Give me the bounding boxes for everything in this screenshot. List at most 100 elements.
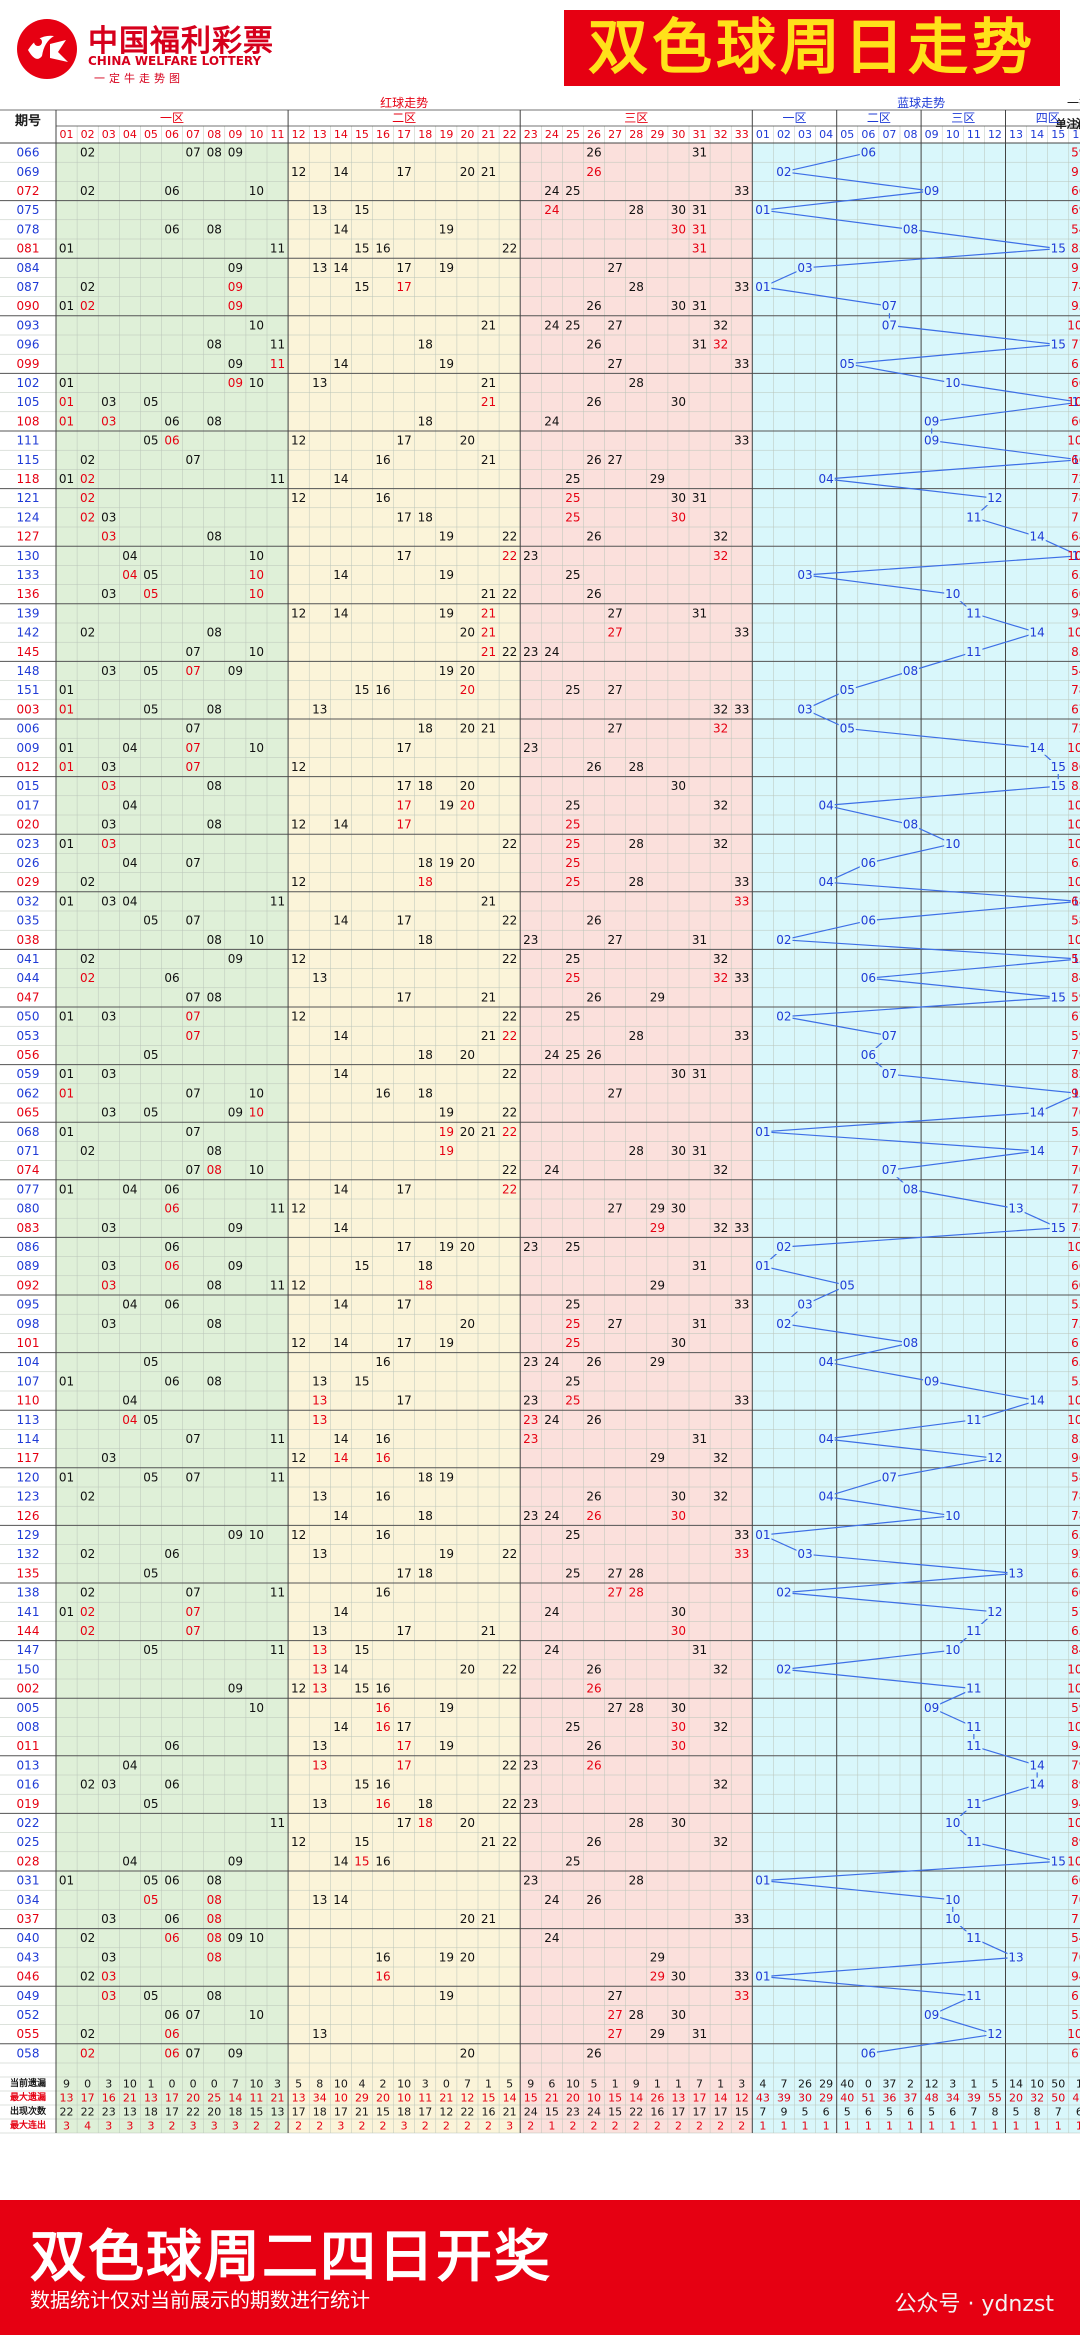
stat-red-value: 12 — [460, 2092, 474, 2105]
red-ball: 10 — [249, 2008, 264, 2022]
blue-ball-bg — [1070, 548, 1080, 563]
red-ball: 03 — [101, 1989, 116, 2003]
issue-number: 142 — [17, 626, 40, 640]
red-ball: 07 — [186, 1605, 201, 1619]
red-ball: 31 — [692, 242, 707, 256]
red-ball: 06 — [164, 184, 179, 198]
red-ball: 08 — [207, 1144, 222, 1158]
red-number-header: 23 — [524, 128, 538, 141]
blue-ball: 02 — [776, 1317, 791, 1331]
red-ball: 27 — [608, 1566, 623, 1580]
blue-ball: 01 — [755, 1259, 770, 1273]
blue-ball: 14 — [1030, 626, 1045, 640]
blue-number-header: 06 — [861, 128, 875, 141]
blue-number-header: 16 — [1072, 128, 1080, 141]
red-ball: 32 — [713, 971, 728, 985]
red-ball: 10 — [249, 376, 264, 390]
red-ball: 17 — [397, 1624, 412, 1638]
red-number-header: 29 — [650, 128, 664, 141]
red-ball: 10 — [249, 587, 264, 601]
stat-blue-value: 1 — [1076, 2120, 1080, 2133]
red-ball: 19 — [439, 1240, 454, 1254]
blue-ball: 11 — [966, 1835, 981, 1849]
red-ball: 12 — [291, 1336, 306, 1350]
red-ball: 33 — [734, 894, 749, 908]
red-ball: 08 — [207, 990, 222, 1004]
stat-red-value: 1 — [548, 2120, 555, 2133]
blue-ball-bg — [965, 1796, 983, 1811]
blue-ball-bg — [965, 1835, 983, 1850]
stat-blue-value: 1 — [886, 2120, 893, 2133]
red-ball: 12 — [291, 1451, 306, 1465]
red-ball: 03 — [101, 1106, 116, 1120]
red-ball: 32 — [713, 1451, 728, 1465]
blue-ball: 05 — [840, 722, 855, 736]
red-ball: 05 — [143, 434, 158, 448]
red-ball: 33 — [734, 1029, 749, 1043]
red-ball: 18 — [418, 1509, 433, 1523]
issue-number: 077 — [17, 1182, 40, 1196]
red-ball: 01 — [59, 299, 74, 313]
red-number-header: 28 — [629, 128, 643, 141]
red-ball: 10 — [249, 1106, 264, 1120]
stat-blue-value: 50 — [1051, 2078, 1065, 2091]
red-ball: 08 — [207, 818, 222, 832]
blue-ball: 11 — [966, 510, 981, 524]
blue-ball-bg — [1049, 779, 1067, 794]
red-ball: 21 — [481, 318, 496, 332]
stat-red-value: 10 — [249, 2078, 263, 2091]
stat-blue-value: 4 — [759, 2078, 766, 2091]
red-ball: 33 — [734, 1989, 749, 2003]
blue-ball: 03 — [797, 702, 812, 716]
red-ball: 25 — [565, 1720, 580, 1734]
red-ball: 33 — [734, 184, 749, 198]
red-ball: 09 — [228, 299, 243, 313]
blue-ball-bg — [902, 1336, 920, 1350]
red-ball: 30 — [671, 1739, 686, 1753]
red-ball: 27 — [608, 1202, 623, 1216]
red-ball: 09 — [228, 664, 243, 678]
blue-ball-bg — [817, 1355, 835, 1370]
red-ball: 13 — [312, 1413, 327, 1427]
red-number-header: 08 — [207, 128, 221, 141]
red-ball: 04 — [122, 1758, 137, 1772]
red-ball: 25 — [565, 1374, 580, 1388]
header-issue: 期号 — [15, 114, 41, 129]
red-ball: 17 — [397, 1240, 412, 1254]
stat-blue-value: 34 — [946, 2092, 960, 2105]
stat-blue-value: 6 — [823, 2106, 830, 2119]
red-ball: 05 — [143, 1413, 158, 1427]
red-ball: 02 — [80, 626, 95, 640]
stat-red-value: 13 — [60, 2092, 74, 2105]
blue-ball: 14 — [1030, 741, 1045, 755]
stat-blue-value: 7 — [780, 2078, 787, 2091]
stat-red-value: 9 — [63, 2078, 70, 2091]
red-ball: 19 — [439, 1106, 454, 1120]
blue-ball: 11 — [966, 1413, 981, 1427]
red-ball: 30 — [671, 510, 686, 524]
stat-red-value: 17 — [292, 2106, 306, 2119]
red-ball: 14 — [333, 165, 348, 179]
stat-red-value: 2 — [316, 2120, 323, 2133]
red-ball: 06 — [164, 434, 179, 448]
red-ball: 22 — [502, 549, 517, 563]
red-number-header: 11 — [271, 128, 285, 141]
blue-ball-bg — [880, 299, 898, 314]
red-ball: 32 — [713, 1662, 728, 1676]
red-ball: 09 — [228, 357, 243, 371]
stat-red-value: 0 — [84, 2078, 91, 2091]
red-ball: 25 — [565, 510, 580, 524]
red-ball: 02 — [80, 1778, 95, 1792]
stat-red-value: 15 — [482, 2092, 496, 2105]
prize-amount: 799 — [1071, 1048, 1080, 1062]
stat-red-value: 2 — [380, 2078, 387, 2091]
red-number-header: 24 — [545, 128, 559, 141]
blue-ball-bg — [923, 414, 941, 429]
red-ball: 30 — [671, 222, 686, 236]
red-ball: 23 — [523, 1758, 538, 1772]
blue-ball: 02 — [776, 933, 791, 947]
red-ball: 29 — [650, 2027, 665, 2041]
prize-amount: 664 — [1071, 184, 1080, 198]
red-ball: 15 — [354, 1643, 369, 1657]
